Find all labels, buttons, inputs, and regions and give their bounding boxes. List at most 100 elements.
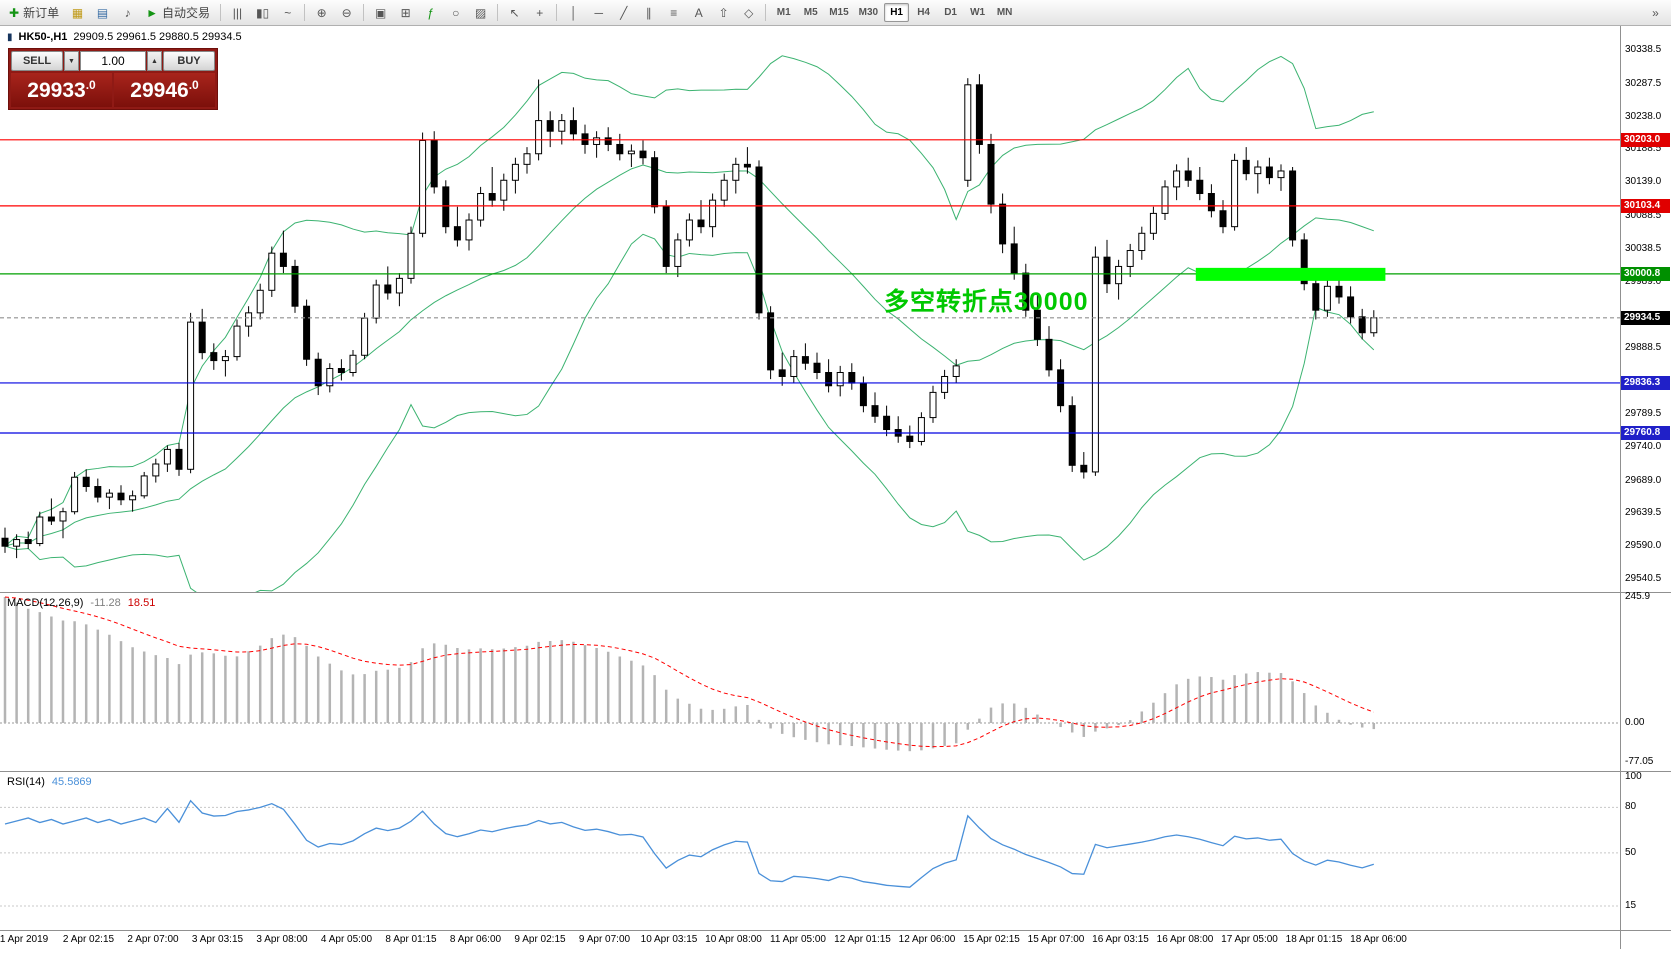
axis-separator [1620, 26, 1621, 949]
arrows-tool-button[interactable]: ⇧ [712, 2, 735, 23]
macd-axis-tick: -77.05 [1625, 756, 1654, 768]
time-tick: 8 Apr 06:00 [449, 934, 502, 945]
toolbar-separator [219, 4, 221, 21]
price-line-label: 30203.0 [1621, 132, 1670, 147]
zoom-out-icon: ⊖ [341, 5, 352, 20]
templates-icon: ▨ [475, 5, 487, 20]
timeframe-m1[interactable]: M1 [771, 3, 796, 22]
price-tick: 30038.5 [1625, 242, 1662, 254]
trendline-button[interactable]: ╱ [612, 2, 635, 23]
price-tick: 30287.5 [1625, 77, 1662, 89]
new-order-button[interactable]: ✚ 新订单 [4, 2, 64, 23]
pivot-annotation: 多空转折点30000 [884, 288, 1089, 316]
vertical-line-button[interactable]: │ [562, 2, 585, 23]
lot-decrease-button[interactable]: ▼ [64, 51, 79, 71]
price-tick: 30188.5 [1625, 143, 1662, 155]
cursor-icon: ↖ [509, 5, 520, 20]
timeframe-w1[interactable]: W1 [965, 3, 990, 22]
macd-canvas[interactable] [0, 593, 1620, 771]
channel-button[interactable]: ∥ [637, 2, 660, 23]
ohlc-values: 29909.5 29961.5 29880.5 29934.5 [73, 31, 242, 43]
time-tick: 2 Apr 02:15 [62, 934, 115, 945]
macd-main-value: -11.28 [90, 597, 121, 609]
charts-grid-button[interactable]: ▦ [66, 2, 89, 23]
time-tick: 1 Apr 2019 [0, 934, 49, 945]
rsi-value: 45.5869 [51, 776, 92, 788]
time-tick: 8 Apr 01:15 [385, 934, 437, 945]
market-watch-button[interactable]: ▤ [91, 2, 114, 23]
tile-windows-button[interactable]: ▣ [369, 2, 392, 23]
price-tick: 30338.5 [1625, 44, 1662, 55]
rsi-name: RSI(14) [7, 776, 45, 788]
fibonacci-button[interactable]: ≡ [662, 2, 685, 23]
vertical-line-icon: │ [569, 5, 578, 20]
buy-price-value: 29946 [130, 78, 189, 102]
rsi-axis-tick: 15 [1625, 899, 1637, 911]
chart-title: ▮ HK50-,H1 29909.5 29961.5 29880.5 29934… [7, 31, 242, 43]
sell-price-button[interactable]: 29933.0 [11, 73, 112, 107]
horizontal-line-icon: ─ [594, 5, 603, 20]
price-tick: 29789.5 [1625, 407, 1662, 419]
text-tool-button[interactable]: A [687, 2, 710, 23]
rsi-axis-tick: 80 [1625, 801, 1637, 813]
horizontal-line-button[interactable]: ─ [587, 2, 610, 23]
time-tick: 10 Apr 03:15 [640, 934, 698, 945]
cursor-button[interactable]: ↖ [503, 2, 526, 23]
time-tick: 15 Apr 07:00 [1027, 934, 1085, 945]
panel-separator[interactable] [0, 592, 1671, 593]
line-chart-button[interactable]: ~ [276, 2, 299, 23]
macd-axis-tick: 0.00 [1625, 717, 1645, 728]
templates-button[interactable]: ▨ [469, 2, 492, 23]
zoom-out-button[interactable]: ⊖ [335, 2, 358, 23]
buy-price-button[interactable]: 29946.0 [114, 73, 215, 107]
timeframe-mn[interactable]: MN [992, 3, 1017, 22]
toolbar-separator [304, 4, 306, 21]
toolbar-separator [497, 4, 499, 21]
timeframe-m15[interactable]: M15 [825, 3, 852, 22]
price-line-label: 29836.3 [1621, 375, 1670, 390]
time-tick: 3 Apr 08:00 [256, 934, 308, 945]
candlestick-chart-button[interactable]: ▮▯ [251, 2, 274, 23]
panel-separator[interactable] [0, 930, 1671, 931]
sell-button[interactable]: SELL [11, 51, 63, 71]
crosshair-button[interactable]: + [528, 2, 551, 23]
timeframe-m30[interactable]: M30 [855, 3, 882, 22]
timeframe-h4[interactable]: H4 [911, 3, 936, 22]
time-axis[interactable]: 1 Apr 2019 2 Apr 02:15 2 Apr 07:00 3 Apr 03… [0, 931, 1620, 951]
price-axis[interactable]: 30338.5 30287.5 30238.0 30188.5 30139.0 30088… [1621, 0, 1671, 953]
alerts-button[interactable]: ♪ [116, 2, 139, 23]
time-tick: 15 Apr 02:15 [963, 934, 1020, 945]
main-chart-canvas[interactable] [0, 26, 1620, 592]
lot-size-input[interactable] [80, 51, 146, 71]
shapes-icon: ◇ [744, 5, 754, 20]
rsi-canvas[interactable] [0, 772, 1620, 930]
timeframe-d1[interactable]: D1 [938, 3, 963, 22]
autotrading-button[interactable]: ► 自动交易 [141, 2, 215, 23]
toolbar-overflow-button[interactable]: » [1644, 2, 1667, 23]
autotrading-label: 自动交易 [161, 6, 210, 20]
line-chart-icon: ~ [284, 5, 292, 20]
indicators-button[interactable]: ƒ [419, 2, 442, 23]
time-tick: 12 Apr 06:00 [898, 934, 956, 945]
timeframe-m5[interactable]: M5 [798, 3, 823, 22]
buy-button[interactable]: BUY [163, 51, 215, 71]
time-tick: 4 Apr 05:00 [320, 934, 373, 945]
panel-separator[interactable] [0, 771, 1671, 772]
chart-title-icon: ▮ [7, 31, 13, 43]
text-tool-icon: A [694, 5, 703, 20]
rsi-label: RSI(14) 45.5869 [7, 776, 92, 788]
price-tick: 30088.5 [1625, 209, 1662, 221]
grid-button[interactable]: ⊞ [394, 2, 417, 23]
candlestick-chart-icon: ▮▯ [255, 5, 270, 20]
price-tick: 29888.5 [1625, 342, 1662, 354]
one-click-trading-panel: SELL ▼ ▲ BUY 29933.0 29946.0 [8, 48, 218, 110]
lot-increase-button[interactable]: ▲ [147, 51, 162, 71]
timeframe-h1[interactable]: H1 [884, 3, 910, 22]
bar-chart-button[interactable]: ||| [226, 2, 249, 23]
sell-price-fraction: .0 [85, 78, 96, 92]
tile-windows-icon: ▣ [375, 5, 387, 20]
shapes-button[interactable]: ◇ [737, 2, 760, 23]
periods-button[interactable]: ○ [444, 2, 467, 23]
zoom-in-button[interactable]: ⊕ [310, 2, 333, 23]
time-tick: 16 Apr 08:00 [1156, 934, 1214, 945]
